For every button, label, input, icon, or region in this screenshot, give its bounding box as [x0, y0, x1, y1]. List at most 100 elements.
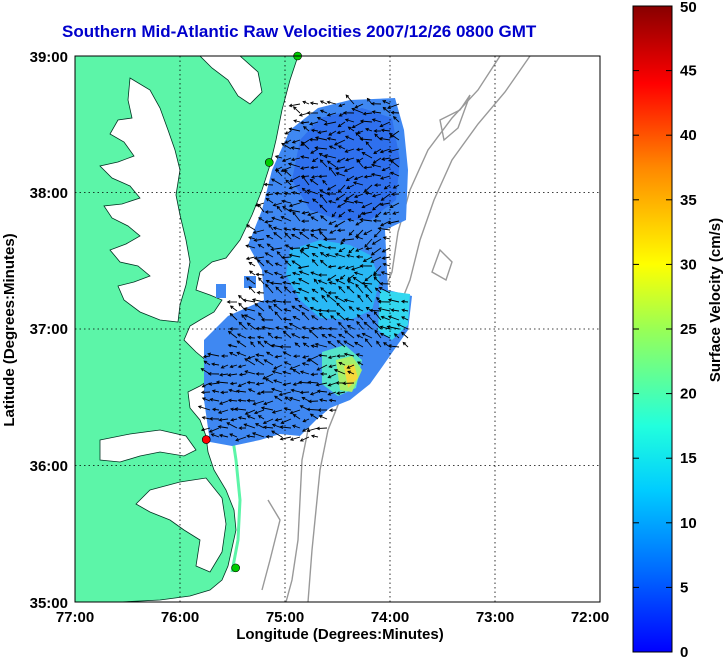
velocity-arrow: [355, 236, 364, 240]
velocity-arrow-head: [270, 247, 275, 252]
velocity-arrow-head: [352, 276, 357, 281]
x-tick-labels: 77:00 76:00 75:00 74:00 73:00 72:00: [56, 609, 609, 626]
velocity-arrow-head: [285, 179, 290, 184]
velocity-arrow-head: [248, 261, 253, 266]
velocity-arrow-head: [326, 187, 331, 191]
velocity-arrow: [352, 121, 364, 128]
velocity-arrow: [335, 193, 346, 201]
velocity-arrow: [320, 109, 328, 114]
velocity-arrow: [258, 277, 265, 285]
velocity-arrow: [236, 390, 247, 393]
velocity-arrow: [280, 436, 292, 440]
velocity-arrow-head: [306, 407, 311, 412]
velocity-arrow-head: [316, 426, 320, 431]
velocity-arrow-head: [211, 362, 215, 367]
velocity-arrow-head: [291, 290, 296, 294]
velocity-arrow: [273, 227, 283, 231]
velocity-arrow: [329, 145, 337, 150]
velocity-arrow-head: [283, 325, 288, 330]
velocity-arrow: [328, 167, 337, 177]
velocity-arrow-head: [301, 219, 305, 223]
velocity-arrow: [273, 364, 283, 370]
velocity-arrow-head: [227, 373, 232, 377]
velocity-arrow: [357, 314, 364, 321]
velocity-arrow: [303, 418, 310, 423]
velocity-arrow-head: [327, 392, 332, 396]
velocity-arrow-head: [309, 101, 314, 106]
velocity-arrow: [281, 216, 292, 222]
velocity-arrow-head: [347, 126, 352, 130]
velocity-arrow-head: [327, 383, 332, 387]
velocity-arrow-head: [292, 211, 296, 216]
velocity-arrow: [355, 220, 364, 226]
velocity-arrow-head: [246, 434, 250, 439]
velocity-arrow-head: [389, 171, 394, 176]
velocity-arrow: [379, 137, 391, 141]
velocity-arrow: [271, 217, 283, 222]
x-tick-label: 73:00: [476, 609, 514, 626]
velocity-arrow-head: [328, 281, 333, 285]
velocity-arrow-head: [288, 322, 293, 327]
velocity-arrow-head: [331, 213, 336, 218]
velocity-arrow: [382, 166, 391, 171]
velocity-arrow-head: [319, 372, 324, 376]
velocity-arrow: [375, 211, 382, 218]
velocity-arrow: [319, 313, 328, 321]
colorbar-tick-label: 50: [680, 0, 697, 16]
velocity-arrow: [344, 166, 355, 172]
velocity-arrow: [264, 340, 274, 348]
velocity-arrow-head: [299, 120, 304, 125]
velocity-arrow-head: [288, 208, 293, 213]
velocity-arrow-head: [336, 228, 341, 233]
velocity-arrow-head: [301, 187, 306, 192]
velocity-arrow-head: [283, 361, 288, 365]
velocity-arrow-head: [298, 270, 303, 274]
velocity-arrow: [302, 427, 310, 432]
velocity-arrow-head: [279, 425, 284, 429]
station-marker: [264, 158, 274, 167]
velocity-arrow: [266, 351, 274, 357]
velocity-arrow-head: [317, 308, 322, 313]
velocity-arrow-head: [380, 197, 385, 201]
colorbar: [632, 5, 673, 653]
velocity-arrow: [300, 371, 310, 375]
velocity-arrow-head: [280, 420, 285, 424]
velocity-arrow: [293, 316, 301, 321]
velocity-arrow: [257, 341, 265, 348]
velocity-arrow: [268, 305, 274, 312]
velocity-arrow-head: [338, 321, 342, 326]
velocity-arrow-head: [343, 298, 348, 303]
grid-lines: [75, 56, 600, 602]
velocity-arrow: [218, 409, 229, 414]
velocity-arrow-head: [345, 196, 350, 200]
velocity-arrow-head: [292, 315, 297, 320]
velocity-arrow: [318, 280, 328, 285]
velocity-arrow: [255, 202, 265, 207]
velocity-arrow-head: [374, 287, 379, 292]
velocity-arrow: [292, 282, 301, 285]
velocity-arrow: [382, 157, 391, 160]
velocity-arrow-head: [283, 191, 288, 196]
velocity-arrow-head: [340, 241, 344, 245]
velocity-arrow-head: [392, 211, 397, 215]
velocity-arrow: [290, 409, 301, 414]
velocity-arrow: [211, 363, 220, 366]
velocity-arrow: [373, 311, 382, 321]
velocity-arrow-head: [374, 214, 379, 218]
velocity-arrow-head: [326, 136, 331, 141]
station-marker: [231, 563, 240, 573]
velocity-arrow-head: [387, 105, 391, 110]
velocity-arrow: [228, 373, 238, 376]
velocity-arrow-head: [318, 415, 323, 419]
velocity-arrow-head: [289, 410, 294, 415]
velocity-arrow-head: [281, 255, 285, 260]
velocity-arrow: [328, 355, 337, 359]
velocity-arrow: [338, 121, 346, 128]
velocity-arrow: [393, 184, 400, 189]
velocity-arrow: [354, 201, 364, 204]
velocity-arrow-head: [366, 97, 371, 102]
velocity-arrow-head: [361, 204, 366, 209]
velocity-arrow-head: [323, 237, 328, 242]
colorbar-tick-label: 40: [680, 127, 697, 144]
x-tick-label: 74:00: [371, 609, 409, 626]
